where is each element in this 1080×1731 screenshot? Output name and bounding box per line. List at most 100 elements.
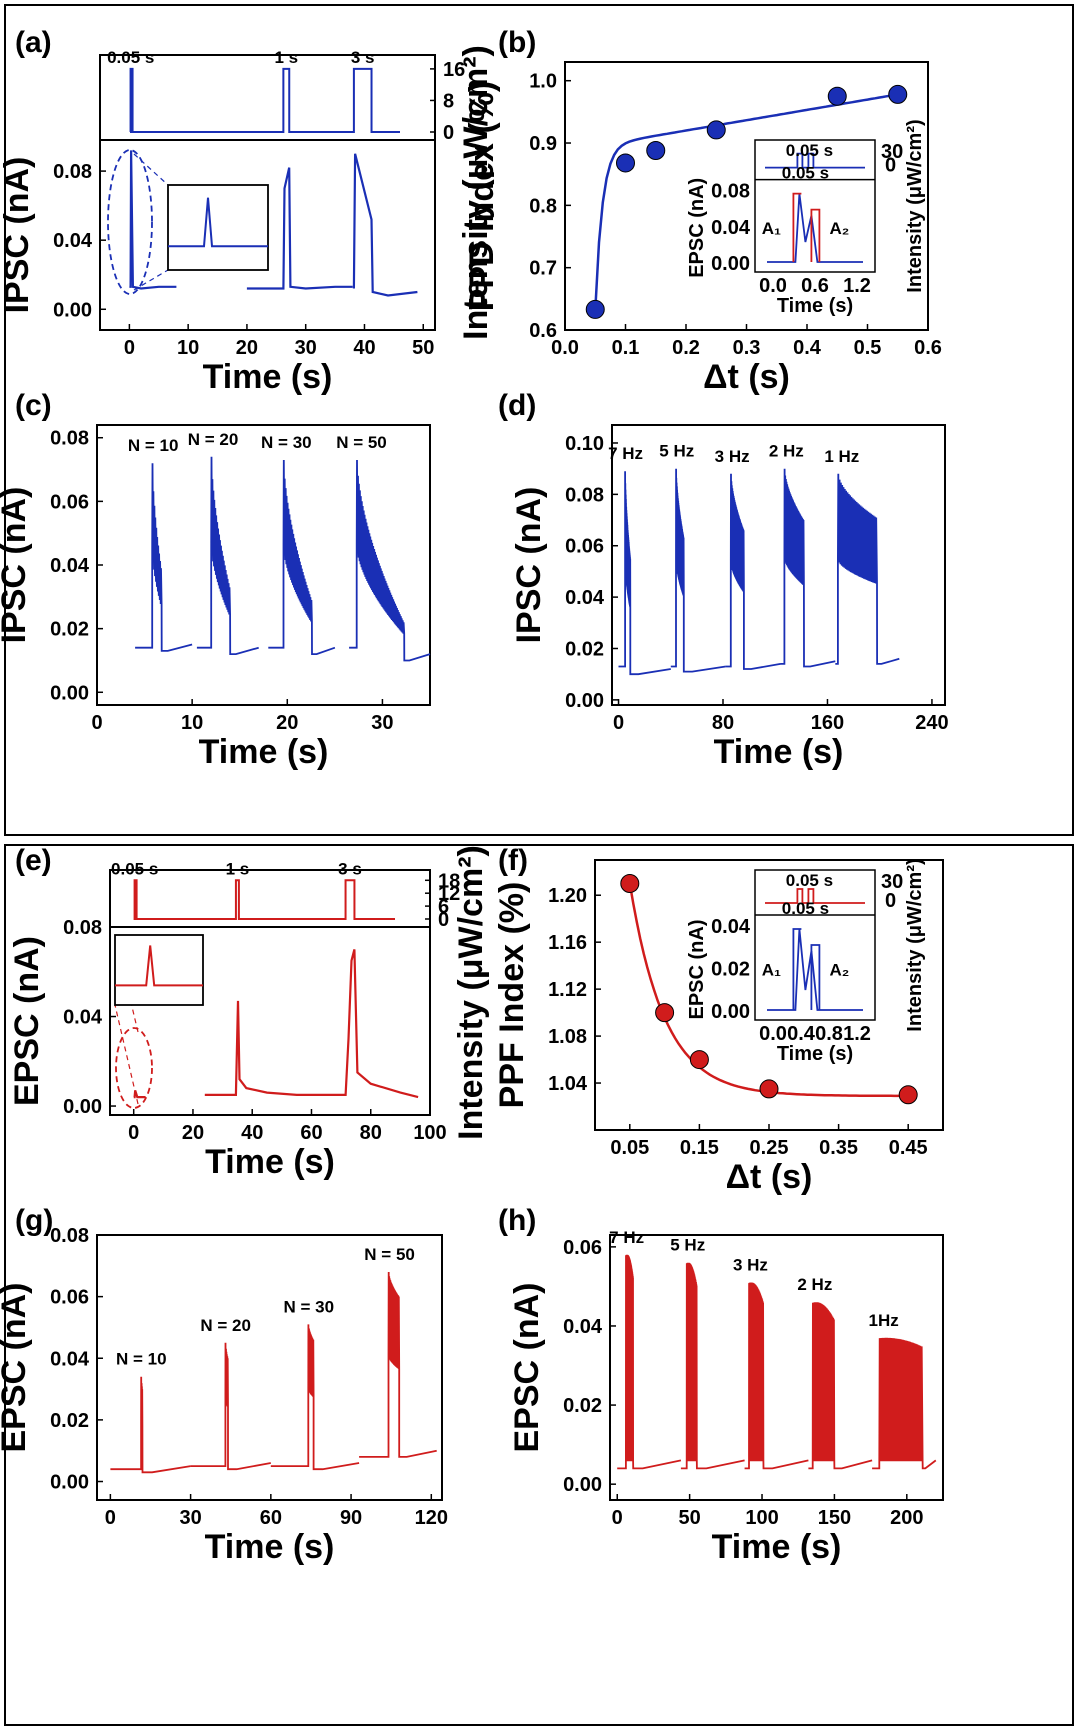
inset-y-tick: 0.02 <box>711 959 750 981</box>
inset-x-tick: 0.0 <box>759 1023 787 1045</box>
x-tick-label: 20 <box>182 1122 204 1144</box>
pulse-duration-label: 1 s <box>274 48 298 67</box>
inset-interval-label: 0.05 s <box>782 164 829 183</box>
x-tick-label: 20 <box>236 337 258 359</box>
y-tick-label: 0.08 <box>50 1225 89 1247</box>
inset-response-trace <box>767 193 863 263</box>
y-axis-title: PPF Index (%) <box>493 882 531 1109</box>
x-axis-title: Time (s) <box>205 1528 335 1566</box>
x-tick-label: 0.5 <box>854 337 882 359</box>
pulse-train-trace-0 <box>618 471 671 676</box>
group-frame-bottom <box>4 844 1074 1726</box>
pulse-train-trace-1 <box>680 1262 745 1470</box>
pulse-duration-label: 3 s <box>351 48 375 67</box>
intensity-tick-label: 16 <box>443 59 465 81</box>
train-label: 3 Hz <box>715 447 750 466</box>
y-tick-label: 0.10 <box>565 433 604 455</box>
x-tick-label: 50 <box>412 337 434 359</box>
plot-frame-h <box>609 1234 944 1501</box>
zoom-inset-frame <box>167 184 269 271</box>
light-pulse-trace <box>133 879 395 920</box>
current-trace-1 <box>204 1000 312 1096</box>
zoom-inset-trace <box>115 945 203 987</box>
zoom-guide <box>133 269 169 291</box>
pulse-duration-label: 3 s <box>338 859 362 878</box>
data-point <box>689 1050 709 1070</box>
inset-y-title: EPSC (nA) <box>686 178 708 278</box>
inset-x-tick: 0.0 <box>759 275 787 297</box>
data-point <box>616 153 635 173</box>
pulse-train-trace-2 <box>268 459 336 655</box>
y-tick-label: 0.02 <box>563 1395 602 1417</box>
intensity-tick-label: 8 <box>443 90 454 112</box>
x-tick-label: 0 <box>124 337 135 359</box>
x-tick-label: 20 <box>276 712 298 734</box>
x-tick-label: 30 <box>295 337 317 359</box>
y-axis-title: IPSC (nA) <box>0 487 33 644</box>
data-point <box>585 299 605 319</box>
inset-pulse-label: 0.05 s <box>786 871 833 890</box>
train-label: 7 Hz <box>608 444 643 463</box>
zoom-ellipse <box>107 149 153 295</box>
current-trace-0 <box>129 150 177 290</box>
train-label: N = 50 <box>364 1245 415 1264</box>
train-label: N = 30 <box>261 433 312 452</box>
inset-x-tick: 0.6 <box>801 275 829 297</box>
x-axis-title: Time (s) <box>199 733 329 771</box>
y-tick-label: 0.04 <box>50 1348 90 1370</box>
train-label: 1 Hz <box>824 447 859 466</box>
x-axis-title: Time (s) <box>712 1528 842 1566</box>
x-tick-label: 60 <box>260 1507 282 1529</box>
y-tick-label: 0.06 <box>50 1287 89 1309</box>
x-tick-label: 0.3 <box>733 337 761 359</box>
inset-pulse-trace <box>765 152 865 169</box>
y-axis-title: EPSC (nA) <box>0 1283 33 1453</box>
panel-letter-c: (c) <box>15 389 52 422</box>
inset-amplitude-markers <box>792 192 821 262</box>
pulse-train-trace-3 <box>780 468 836 668</box>
train-label: 5 Hz <box>670 1236 705 1255</box>
inset-y-tick: 0.04 <box>711 217 751 239</box>
inset-A2-label: A₂ <box>829 961 849 980</box>
y-tick-label: 0.00 <box>50 682 89 704</box>
x-tick-label: 120 <box>415 1507 448 1529</box>
y-tick-label: 0.02 <box>565 638 604 660</box>
x-tick-label: 100 <box>413 1122 446 1144</box>
data-point <box>827 86 847 106</box>
inset-pulse-label: 0.05 s <box>786 141 833 160</box>
light-pulse-trace <box>129 67 400 133</box>
y-tick-label: 0.04 <box>50 555 90 577</box>
inset-x-title: Time (s) <box>777 295 853 317</box>
y-tick-label: 1.04 <box>548 1073 588 1095</box>
inset-interval-label: 0.05 s <box>782 899 829 918</box>
group-frame-top <box>4 4 1074 836</box>
inset-x-tick: 0.8 <box>815 1023 843 1045</box>
inset-intensity-title: Intensity (μW/cm²) <box>904 119 926 292</box>
y-tick-label: 0.08 <box>565 484 604 506</box>
panel-g: (g) 0 30 60 90 120 0.00 0.02 0.04 0.06 0.08 Time (s… <box>0 1204 448 1566</box>
inset-b: 0.05 s 0.05 s 300 Intensity (μW/cm²) 0.00 0.0… <box>686 119 926 317</box>
x-tick-label: 200 <box>890 1507 923 1529</box>
y-axis-title: IPSC (nA) <box>0 157 36 314</box>
inset-amplitude-markers <box>792 928 821 1010</box>
y-tick-label: 0.04 <box>63 1007 103 1029</box>
y-tick-label: 1.12 <box>548 979 587 1001</box>
y-tick-label: 0.9 <box>529 133 557 155</box>
y-tick-label: 1.0 <box>529 71 557 93</box>
train-label: 1Hz <box>869 1311 899 1330</box>
x-tick-label: 160 <box>811 712 844 734</box>
y-tick-label: 0.06 <box>50 491 89 513</box>
intensity-tick-label: 12 <box>438 883 460 905</box>
pulse-train-trace-4 <box>872 1337 937 1470</box>
zoom-inset-trace <box>168 197 268 248</box>
y-tick-label: 1.20 <box>548 885 587 907</box>
x-axis-title: Time (s) <box>203 358 333 396</box>
x-tick-label: 40 <box>353 337 375 359</box>
inset-A1-label: A₁ <box>762 961 781 980</box>
train-label: 7 Hz <box>609 1228 644 1247</box>
current-trace-1 <box>246 167 353 290</box>
x-tick-label: 0.1 <box>612 337 640 359</box>
zoom-guide <box>133 153 169 186</box>
zoom-guide <box>114 1004 139 1105</box>
